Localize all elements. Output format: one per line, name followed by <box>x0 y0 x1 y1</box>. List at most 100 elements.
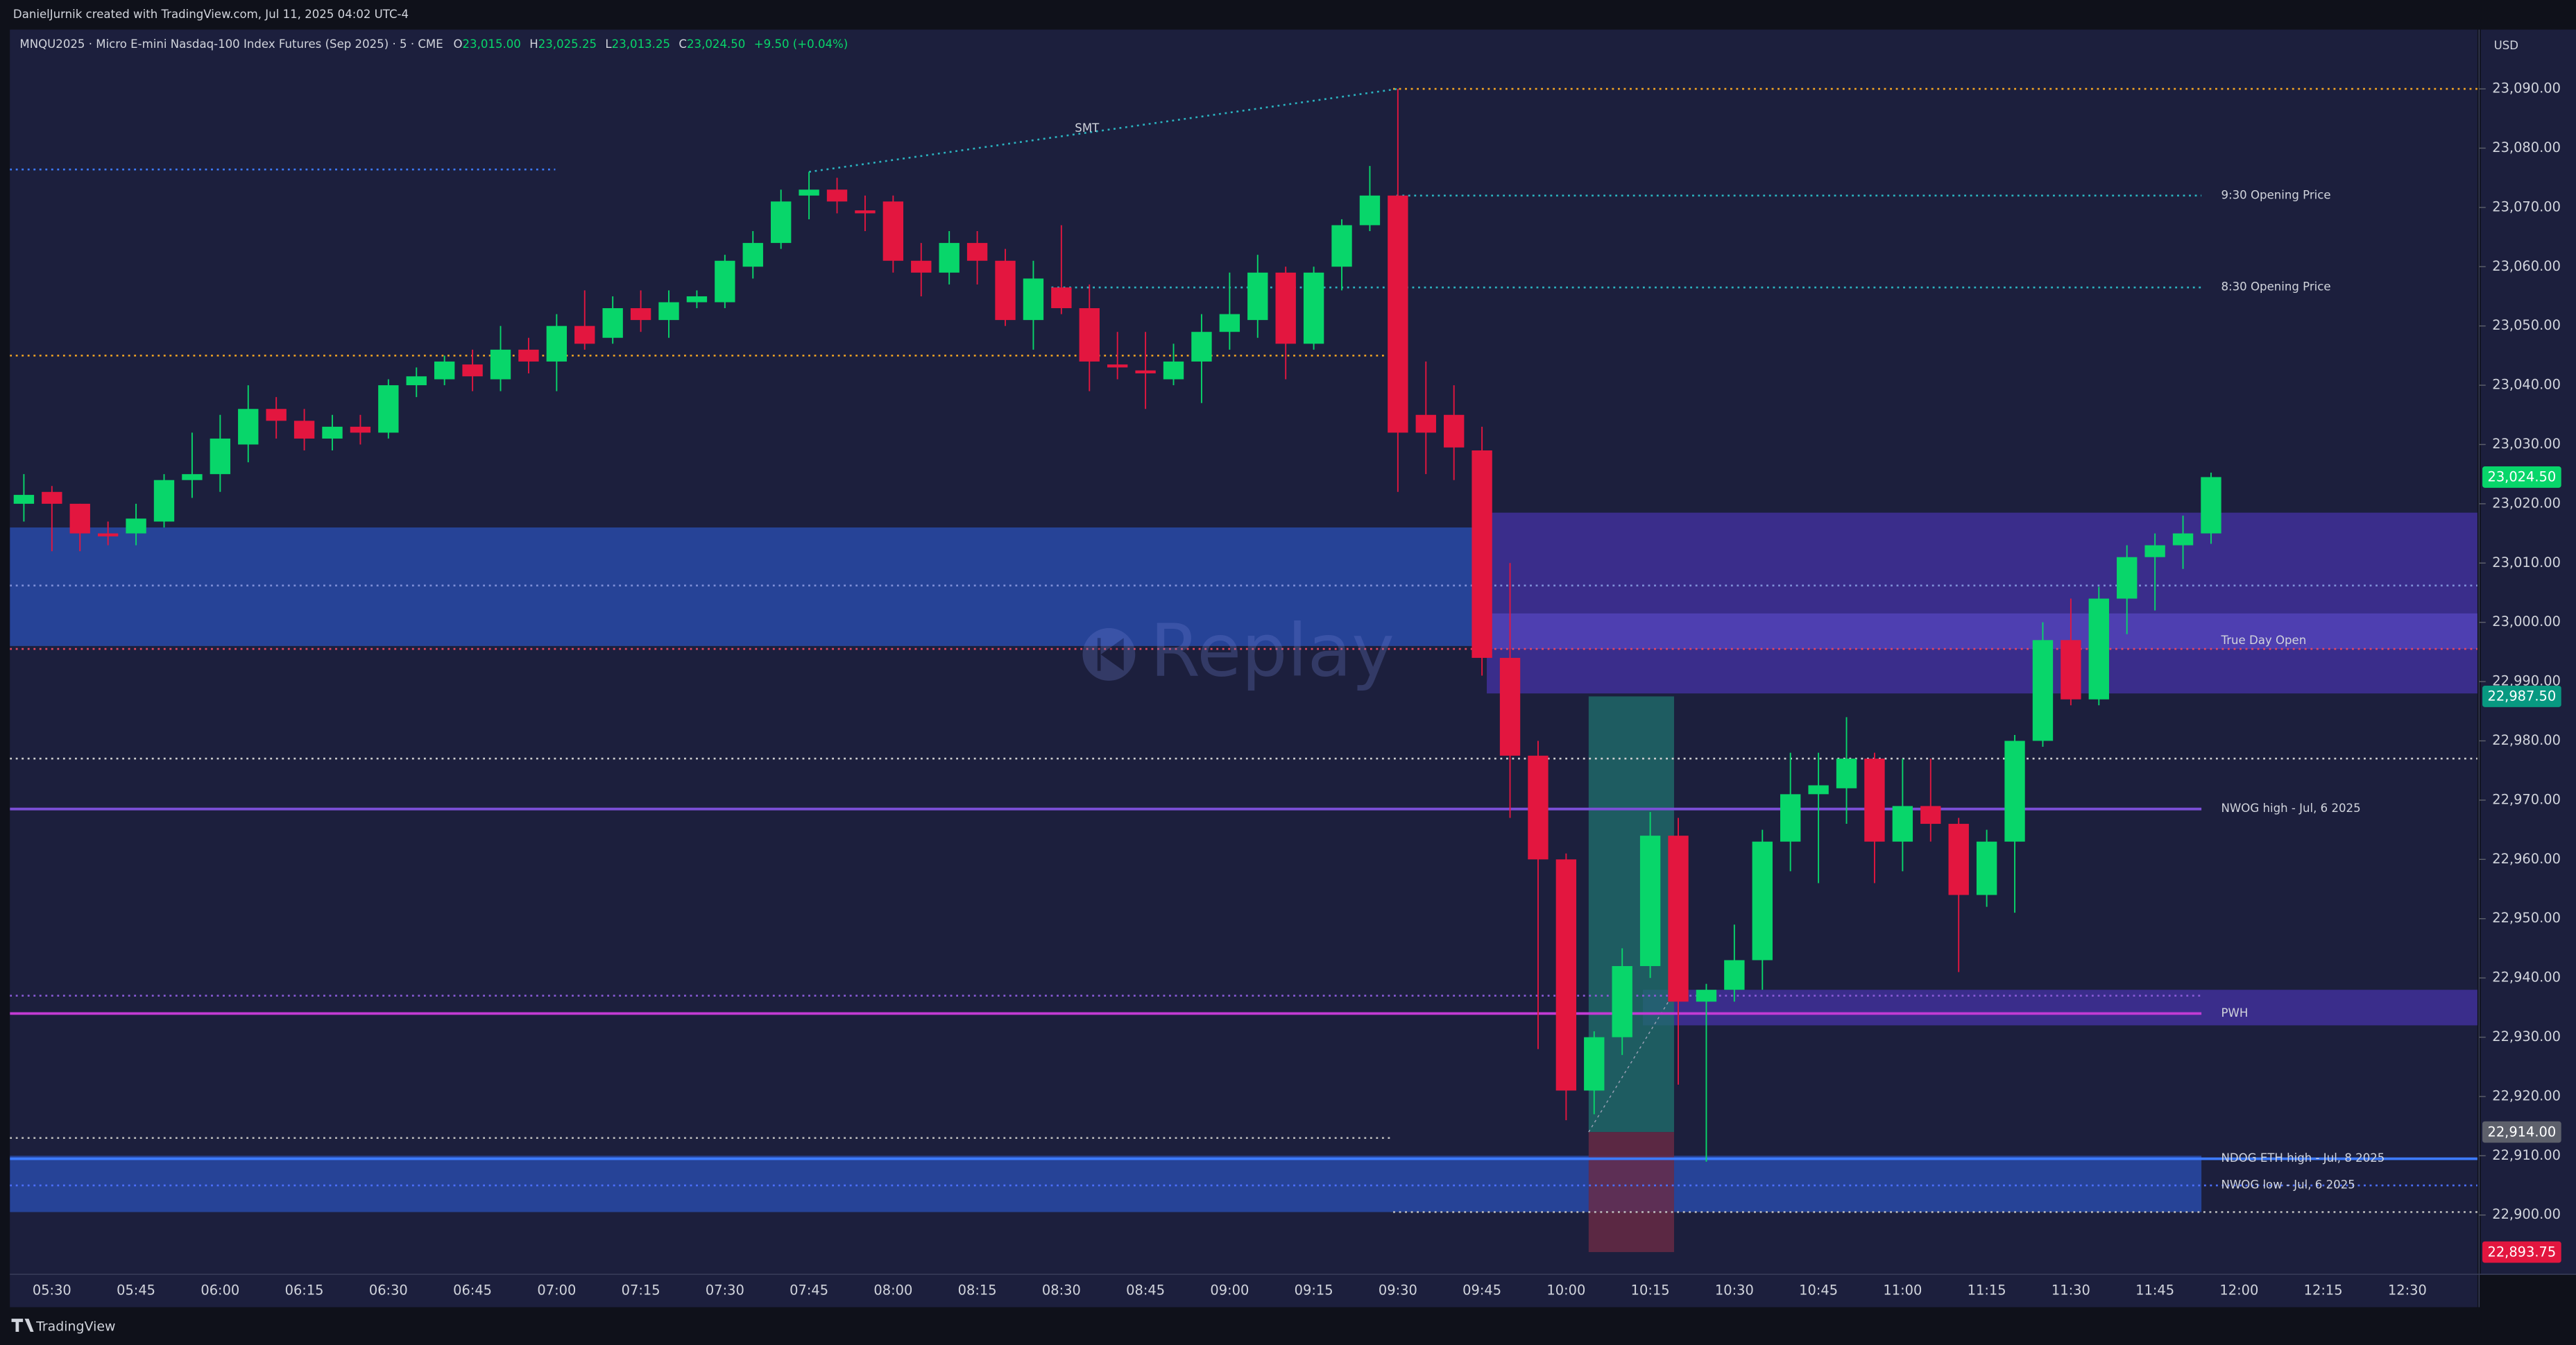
y-tick-label: 22,960.00 <box>2492 851 2561 867</box>
x-tick-label: 11:15 <box>1968 1282 2006 1298</box>
candle-body <box>1528 755 1549 860</box>
candle-body <box>182 474 203 480</box>
x-tick-label: 09:30 <box>1379 1282 1417 1298</box>
y-tick-label: 23,080.00 <box>2492 139 2561 155</box>
y-tick-label: 22,950.00 <box>2492 910 2561 926</box>
candle-body <box>995 260 1016 321</box>
candle-body <box>1388 195 1408 433</box>
candle-body <box>630 308 651 321</box>
candle-body <box>546 325 568 362</box>
y-tick-label: 23,060.00 <box>2492 258 2561 274</box>
candle-body <box>378 385 399 433</box>
plot <box>10 87 2477 1253</box>
candle-body <box>658 302 679 321</box>
x-tick-label: 10:00 <box>1546 1282 1585 1298</box>
candle-body <box>2004 741 2025 842</box>
y-tick-label: 23,070.00 <box>2492 198 2561 214</box>
x-tick-label: 07:15 <box>622 1282 660 1298</box>
candle-body <box>13 495 35 504</box>
candle-body <box>1472 450 1492 658</box>
candle-body <box>1163 361 1184 380</box>
x-tick-label: 10:30 <box>1715 1282 1754 1298</box>
candle-body <box>406 376 427 386</box>
x-tick-label: 07:00 <box>537 1282 576 1298</box>
x-tick-label: 09:00 <box>1210 1282 1249 1298</box>
h-value: 23,025.25 <box>538 37 597 50</box>
brand: TradingView <box>11 1319 115 1334</box>
candle-body <box>97 533 119 536</box>
zone <box>10 1156 2202 1212</box>
x-tick-label: 07:30 <box>706 1282 744 1298</box>
level-label: 9:30 Opening Price <box>2221 188 2331 201</box>
candle-body <box>826 189 848 202</box>
candle-body <box>1612 966 1632 1038</box>
h-label: H <box>529 37 538 50</box>
last-price-tag-label: 23,024.50 <box>2487 469 2556 485</box>
position-loss <box>1588 1132 1674 1253</box>
x-tick-label: 09:15 <box>1295 1282 1333 1298</box>
candle-body <box>1051 287 1072 309</box>
x-tick-label: 06:00 <box>201 1282 239 1298</box>
candle-body <box>518 349 539 362</box>
last-price-tag <box>2482 466 2561 488</box>
candle-body <box>2172 533 2194 545</box>
candle-body <box>1836 759 1857 788</box>
candle-body <box>322 426 343 439</box>
level-label: NDOG ETH high - Jul, 8 2025 <box>2221 1151 2385 1165</box>
brand-text: TradingView <box>35 1319 115 1334</box>
candle-body <box>462 364 483 377</box>
y-tick-label: 22,920.00 <box>2492 1088 2561 1103</box>
candle-body <box>2201 477 2221 534</box>
y-tick-label: 23,020.00 <box>2492 495 2561 511</box>
y-tick-label: 22,930.00 <box>2492 1029 2561 1044</box>
candle-body <box>490 349 511 380</box>
candle-body <box>266 409 287 421</box>
x-tick-label: 09:45 <box>1462 1282 1501 1298</box>
candle-body <box>1808 785 1829 795</box>
candle-body <box>1752 841 1773 961</box>
candle-body <box>1668 836 1689 1002</box>
candle-body <box>966 243 988 261</box>
y-tick-label: 23,050.00 <box>2492 317 2561 333</box>
candle-body <box>126 518 146 534</box>
l-value: 23,013.25 <box>612 37 670 50</box>
x-tick-label: 06:30 <box>369 1282 408 1298</box>
candle-body <box>1864 759 1885 842</box>
y-tick-label: 23,000.00 <box>2492 614 2561 629</box>
zone <box>1487 512 2477 694</box>
candle-body <box>602 308 623 338</box>
replay-icon-glyph <box>1097 638 1124 671</box>
y-tick-label: 23,040.00 <box>2492 377 2561 393</box>
y-tick-label: 22,910.00 <box>2492 1147 2561 1163</box>
candle-body <box>855 210 876 214</box>
y-tick-label: 23,010.00 <box>2492 555 2561 570</box>
x-tick-label: 07:45 <box>790 1282 828 1298</box>
x-tick-label: 12:15 <box>2304 1282 2343 1298</box>
watermark: Replay <box>1082 609 1394 693</box>
candle-body <box>2061 640 2081 700</box>
candle-body <box>1107 364 1128 368</box>
candle-body <box>69 503 90 534</box>
candle-body <box>350 426 371 433</box>
y-tick-label: 22,980.00 <box>2492 732 2561 748</box>
c-label: C <box>679 37 687 50</box>
level-label: 8:30 Opening Price <box>2221 280 2331 294</box>
candle-body <box>1359 195 1381 226</box>
candle-body <box>1303 272 1324 344</box>
candle-body <box>1948 824 1969 895</box>
candle-body <box>293 421 315 439</box>
y-tick-label: 22,900.00 <box>2492 1206 2561 1222</box>
y-tick-label: 22,970.00 <box>2492 791 2561 807</box>
stop-tag <box>2482 1241 2561 1263</box>
symbol: MNQU2025 · Micro E-mini Nasdaq-100 Index… <box>19 37 443 50</box>
candle-body <box>42 491 62 504</box>
x-tick-label: 08:45 <box>1126 1282 1165 1298</box>
candle-body <box>1724 960 1745 990</box>
candle-body <box>238 409 259 445</box>
change: +9.50 (+0.04%) <box>754 37 848 50</box>
candle-body <box>2144 545 2165 557</box>
legend-line: MNQU2025 · Micro E-mini Nasdaq-100 Index… <box>19 37 848 50</box>
credit: DanielJurnik created with TradingView.co… <box>13 8 409 21</box>
level-label: NWOG high - Jul, 6 2025 <box>2221 802 2361 815</box>
